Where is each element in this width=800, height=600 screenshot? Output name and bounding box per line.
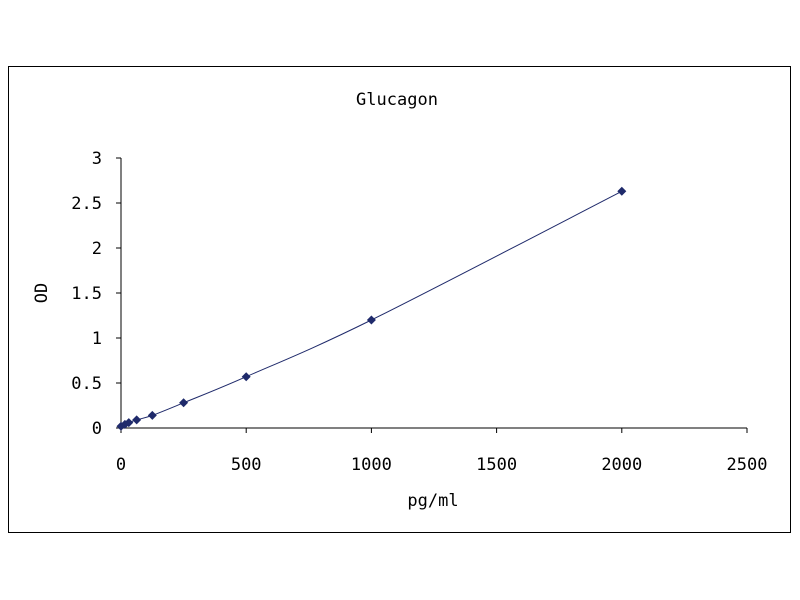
x-tick-label: 500 xyxy=(231,455,262,475)
y-tick-label: 1 xyxy=(92,329,102,349)
x-ticks: 0 500 1000 1500 2000 2500 xyxy=(116,428,768,475)
x-tick-label: 1000 xyxy=(351,455,392,475)
y-axis-label: OD xyxy=(32,283,52,303)
x-axis-label: pg/ml xyxy=(407,491,458,511)
chart-title: Glucagon xyxy=(356,90,438,110)
y-ticks: 0 0.5 1 1.5 2 2.5 3 xyxy=(71,149,121,439)
y-tick-label: 3 xyxy=(92,149,102,169)
data-point xyxy=(617,186,627,196)
x-tick-label: 2500 xyxy=(727,455,768,475)
y-tick-label: 0 xyxy=(92,419,102,439)
data-point xyxy=(124,418,134,428)
data-point xyxy=(179,398,189,408)
x-tick-label: 1500 xyxy=(476,455,517,475)
series-line xyxy=(120,190,623,427)
y-tick-label: 0.5 xyxy=(71,374,102,394)
x-tick-label: 0 xyxy=(116,455,126,475)
data-point xyxy=(132,415,142,425)
y-tick-label: 2 xyxy=(92,239,102,259)
data-point xyxy=(366,315,376,325)
data-point xyxy=(147,410,157,420)
x-tick-label: 2000 xyxy=(601,455,642,475)
y-tick-label: 1.5 xyxy=(71,284,102,304)
series-markers xyxy=(116,186,627,431)
chart-frame xyxy=(8,66,791,533)
data-point xyxy=(241,372,251,382)
y-tick-label: 2.5 xyxy=(71,194,102,214)
